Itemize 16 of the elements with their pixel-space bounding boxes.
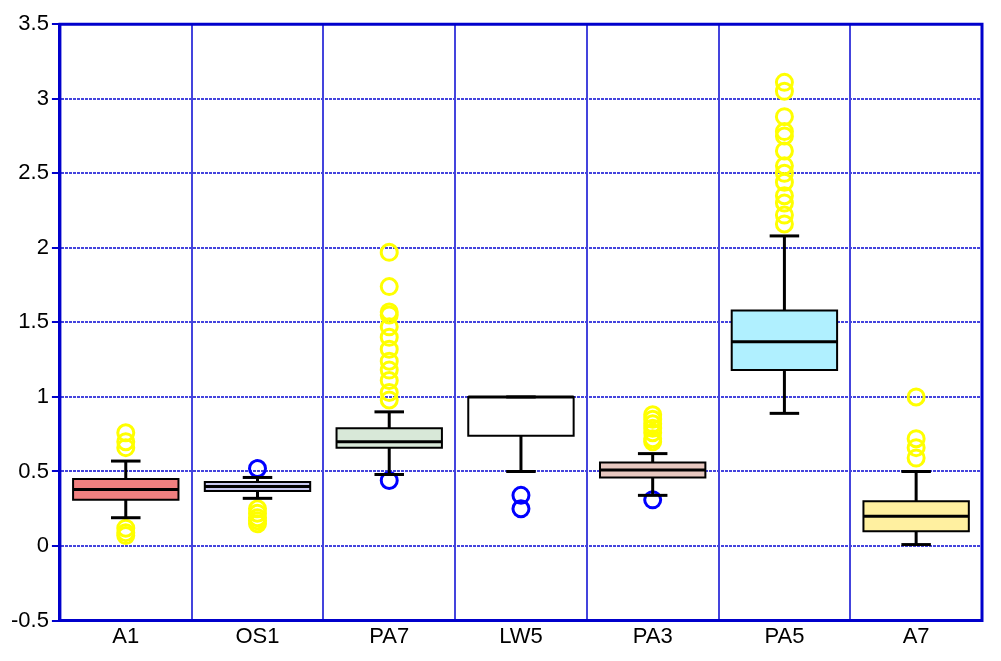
- y-tick-label: 0: [36, 532, 49, 558]
- y-tick-label: 1.5: [18, 308, 49, 334]
- x-tick-label: OS1: [235, 622, 280, 648]
- y-tick-label: 1: [36, 383, 49, 409]
- y-tick-label: -0.5: [10, 606, 49, 632]
- y-tick-label: 2.5: [18, 159, 49, 185]
- x-tick-label: A1: [112, 622, 140, 648]
- x-tick-label: A7: [902, 622, 930, 648]
- x-tick-label: PA5: [764, 622, 805, 648]
- y-tick-label: 2: [36, 233, 49, 259]
- x-tick-label: PA7: [369, 622, 410, 648]
- y-tick-label: 3: [36, 84, 49, 110]
- x-tick-label: LW5: [499, 622, 543, 648]
- y-tick-label: 3.5: [18, 10, 49, 36]
- y-tick-label: 0.5: [18, 457, 49, 483]
- x-tick-label: PA3: [632, 622, 673, 648]
